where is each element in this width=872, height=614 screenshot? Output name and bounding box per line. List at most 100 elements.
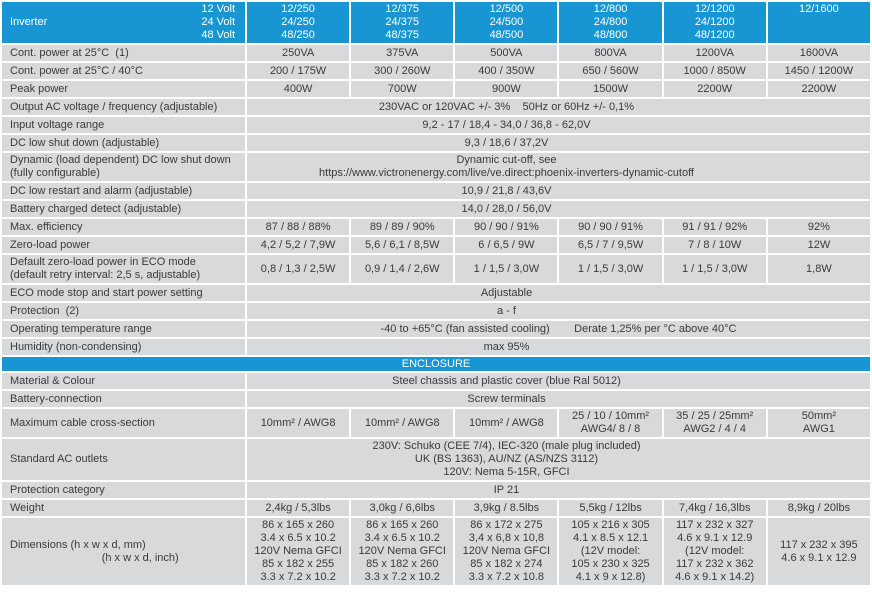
row-value: 2200W	[765, 79, 872, 99]
row-label: Battery charged detect (adjustable)	[0, 199, 247, 219]
row-max-efficiency: Max. efficiency 87 / 88 / 88% 89 / 89 / 90…	[0, 217, 872, 237]
row-value: 230VAC or 120VAC +/- 3% 50Hz or 60Hz +/-…	[245, 97, 872, 117]
row-value: 117 x 232 x 395 4.6 x 9.1 x 12.9	[765, 516, 872, 587]
header-model-column-12-250: 12/250 24/250 48/250	[244, 0, 352, 45]
row-value: 10mm² / AWG8	[244, 407, 352, 439]
row-value: 1500W	[557, 79, 664, 99]
row-value: 2200W	[661, 79, 768, 99]
row-zero-load-power: Zero-load power 4,2 / 5,2 / 7,9W 5,6 / 6,1…	[0, 235, 872, 255]
row-value: 400 / 350W	[453, 61, 560, 81]
row-value: Screw terminals	[245, 389, 872, 409]
row-value: 250VA	[244, 43, 352, 63]
row-label: Input voltage range	[0, 115, 247, 135]
row-value: 86 x 165 x 260 3.4 x 6.5 x 10.2 120V Nem…	[244, 516, 352, 587]
row-input-voltage-range: Input voltage range 9,2 - 17 / 18,4 - 34,…	[0, 115, 872, 135]
row-value: 7,4kg / 16,3lbs	[661, 498, 768, 518]
header-model-column-12-1600: 12/1600	[765, 0, 872, 45]
header-inverter-cell: Inverter 12 Volt 24 Volt 48 Volt	[0, 0, 247, 45]
table-header-row: Inverter 12 Volt 24 Volt 48 Volt 12/250 …	[0, 0, 872, 45]
header-voltage-48: 48 Volt	[201, 29, 235, 41]
row-value: 650 / 560W	[557, 61, 664, 81]
row-output-ac: Output AC voltage / frequency (adjustabl…	[0, 97, 872, 117]
row-value: 35 / 25 / 25mm² AWG2 / 4 / 4	[661, 407, 768, 439]
row-value: 105 x 216 x 305 4.1 x 8.5 x 12.1 (12V mo…	[557, 516, 664, 587]
row-value: 700W	[349, 79, 456, 99]
row-value: 12W	[765, 235, 872, 255]
row-value: 92%	[765, 217, 872, 237]
row-value: 5,6 / 6,1 / 8,5W	[349, 235, 456, 255]
row-value: 86 x 165 x 260 3.4 x 6.5 x 10.2 120V Nem…	[349, 516, 456, 587]
row-dynamic-dc-low-shutdown: Dynamic (load dependent) DC low shut dow…	[0, 151, 872, 183]
row-value: 0,9 / 1,4 / 2,6W	[349, 253, 456, 285]
row-label: DC low shut down (adjustable)	[0, 133, 247, 153]
row-value: 3,0kg / 6,6lbs	[349, 498, 456, 518]
section-enclosure-header: ENCLOSURE	[0, 355, 872, 373]
row-battery-connection: Battery-connection Screw terminals	[0, 389, 872, 409]
row-value: 89 / 89 / 90%	[349, 217, 456, 237]
row-weight: Weight 2,4kg / 5,3lbs 3,0kg / 6,6lbs 3,9kg …	[0, 498, 872, 518]
row-value: 117 x 232 x 327 4.6 x 9.1 x 12.9 (12V mo…	[661, 516, 768, 587]
row-value: 230V: Schuko (CEE 7/4), IEC-320 (male pl…	[245, 437, 872, 482]
row-humidity: Humidity (non-condensing) max 95%	[0, 337, 872, 357]
row-enclosure-section: ENCLOSURE	[0, 355, 872, 373]
header-model-column-12-500: 12/500 24/500 48/500	[453, 0, 560, 45]
row-value: 0,8 / 1,3 / 2,5W	[244, 253, 352, 285]
row-label: Maximum cable cross-section	[0, 407, 247, 439]
row-label: Peak power	[0, 79, 247, 99]
row-label: Battery-connection	[0, 389, 247, 409]
row-dc-low-shutdown: DC low shut down (adjustable) 9,3 / 18,6 …	[0, 133, 872, 153]
header-inverter-label: Inverter	[10, 16, 48, 28]
row-value: 6,5 / 7 / 9,5W	[557, 235, 664, 255]
row-label: Operating temperature range	[0, 319, 247, 339]
row-value: 4,2 / 5,2 / 7,9W	[244, 235, 352, 255]
row-value: 10mm² / AWG8	[349, 407, 456, 439]
row-value: 5,5kg / 12lbs	[557, 498, 664, 518]
row-eco-zero-load-power: Default zero-load power in ECO mode (def…	[0, 253, 872, 285]
row-label: Protection (2)	[0, 301, 247, 321]
header-model-column-12-375: 12/375 24/375 48/375	[349, 0, 456, 45]
row-value: 1 / 1,5 / 3,0W	[453, 253, 560, 285]
header-model-column-12-1200: 12/1200 24/1200 48/1200	[661, 0, 768, 45]
row-label: Material & Colour	[0, 371, 247, 391]
row-label: Cont. power at 25°C / 40°C	[0, 61, 247, 81]
row-label: Cont. power at 25°C (1)	[0, 43, 247, 63]
row-value: 3,9kg / 8.5lbs	[453, 498, 560, 518]
row-operating-temp-range: Operating temperature range -40 to +65°C …	[0, 319, 872, 339]
row-value: 9,3 / 18,6 / 37,2V	[245, 133, 872, 153]
row-value: 1,8W	[765, 253, 872, 285]
header-voltage-24: 24 Volt	[201, 16, 235, 28]
row-value: 50mm² AWG1	[765, 407, 872, 439]
spec-table: Inverter 12 Volt 24 Volt 48 Volt 12/250 …	[0, 0, 872, 587]
row-value: IP 21	[245, 480, 872, 500]
row-protection-category: Protection category IP 21	[0, 480, 872, 500]
row-value: 10mm² / AWG8	[453, 407, 560, 439]
row-value: 400W	[244, 79, 352, 99]
row-label: Zero-load power	[0, 235, 247, 255]
row-dc-low-restart-alarm: DC low restart and alarm (adjustable) 10,…	[0, 181, 872, 201]
row-value: 375VA	[349, 43, 456, 63]
row-value: 1 / 1,5 / 3,0W	[661, 253, 768, 285]
row-value: 8,9kg / 20lbs	[765, 498, 872, 518]
row-label: Dynamic (load dependent) DC low shut dow…	[0, 151, 247, 183]
row-value: 200 / 175W	[244, 61, 352, 81]
row-value: 1450 / 1200W	[765, 61, 872, 81]
row-value: Steel chassis and plastic cover (blue Ra…	[245, 371, 872, 391]
row-value: 800VA	[557, 43, 664, 63]
spec-table-body: Cont. power at 25°C (1) 250VA 375VA 500VA 80…	[0, 43, 872, 587]
row-battery-charged-detect: Battery charged detect (adjustable) 14,0 …	[0, 199, 872, 219]
row-cont-power-25: Cont. power at 25°C (1) 250VA 375VA 500VA 80…	[0, 43, 872, 63]
row-value: 90 / 90 / 91%	[453, 217, 560, 237]
header-voltage-12: 12 Volt	[201, 3, 235, 15]
row-value: 90 / 90 / 91%	[557, 217, 664, 237]
row-value: -40 to +65°C (fan assisted cooling) Dera…	[245, 319, 872, 339]
row-label: Standard AC outlets	[0, 437, 247, 482]
row-value: 25 / 10 / 10mm² AWG4/ 8 / 8	[557, 407, 664, 439]
row-value: Dynamic cut-off, see https://www.victron…	[245, 151, 872, 183]
row-value: 500VA	[453, 43, 560, 63]
row-value: 9,2 - 17 / 18,4 - 34,0 / 36,8 - 62,0V	[245, 115, 872, 135]
row-peak-power: Peak power 400W 700W 900W 1500W 2200W 2200W	[0, 79, 872, 99]
header-voltage-list: 12 Volt 24 Volt 48 Volt	[201, 3, 235, 42]
row-value: 1200VA	[661, 43, 768, 63]
row-label: Max. efficiency	[0, 217, 247, 237]
row-value: 2,4kg / 5,3lbs	[244, 498, 352, 518]
